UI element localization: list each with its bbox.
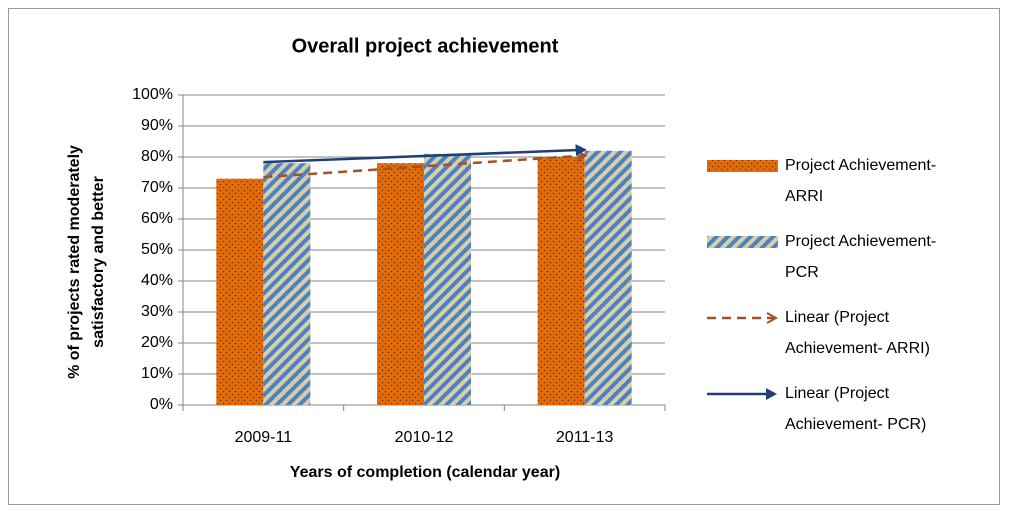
bar (584, 150, 632, 405)
legend-label: Linear (Project Achievement- ARRI) (785, 309, 930, 357)
bar (377, 163, 424, 405)
y-axis-title: % of projects rated moderately satisfact… (66, 145, 107, 379)
legend-label: Project Achievement- PCR (785, 233, 937, 281)
x-tick-label: 2010-12 (395, 429, 454, 446)
y-tick-label: 10% (141, 365, 173, 382)
bar (263, 163, 311, 405)
y-tick-label: 50% (141, 241, 173, 258)
trendline (263, 155, 584, 179)
legend-swatch (707, 236, 778, 248)
x-tick-label: 2011-13 (556, 429, 614, 446)
bar (424, 153, 471, 405)
legend-label: Linear (Project Achievement- PCR) (785, 385, 927, 433)
x-axis-title: Years of completion (calendar year) (290, 464, 560, 481)
bar (537, 157, 585, 405)
y-tick-label: 40% (141, 272, 173, 289)
x-tick-label: 2009-11 (235, 429, 293, 446)
legend-swatch (707, 160, 778, 172)
y-tick-label: 0% (150, 396, 173, 413)
y-tick-label: 90% (141, 117, 173, 134)
y-tick-label: 100% (132, 86, 173, 103)
legend-label: Project Achievement- ARRI (785, 157, 937, 205)
y-tick-label: 60% (141, 210, 173, 227)
y-tick-label: 20% (141, 334, 173, 351)
trendline (263, 144, 587, 164)
bar (216, 178, 264, 405)
y-tick-label: 30% (141, 303, 173, 320)
y-tick-label: 80% (141, 148, 173, 165)
y-tick-label: 70% (141, 179, 173, 196)
chart-title: Overall project achievement (292, 35, 559, 57)
chart-border (8, 8, 1000, 505)
